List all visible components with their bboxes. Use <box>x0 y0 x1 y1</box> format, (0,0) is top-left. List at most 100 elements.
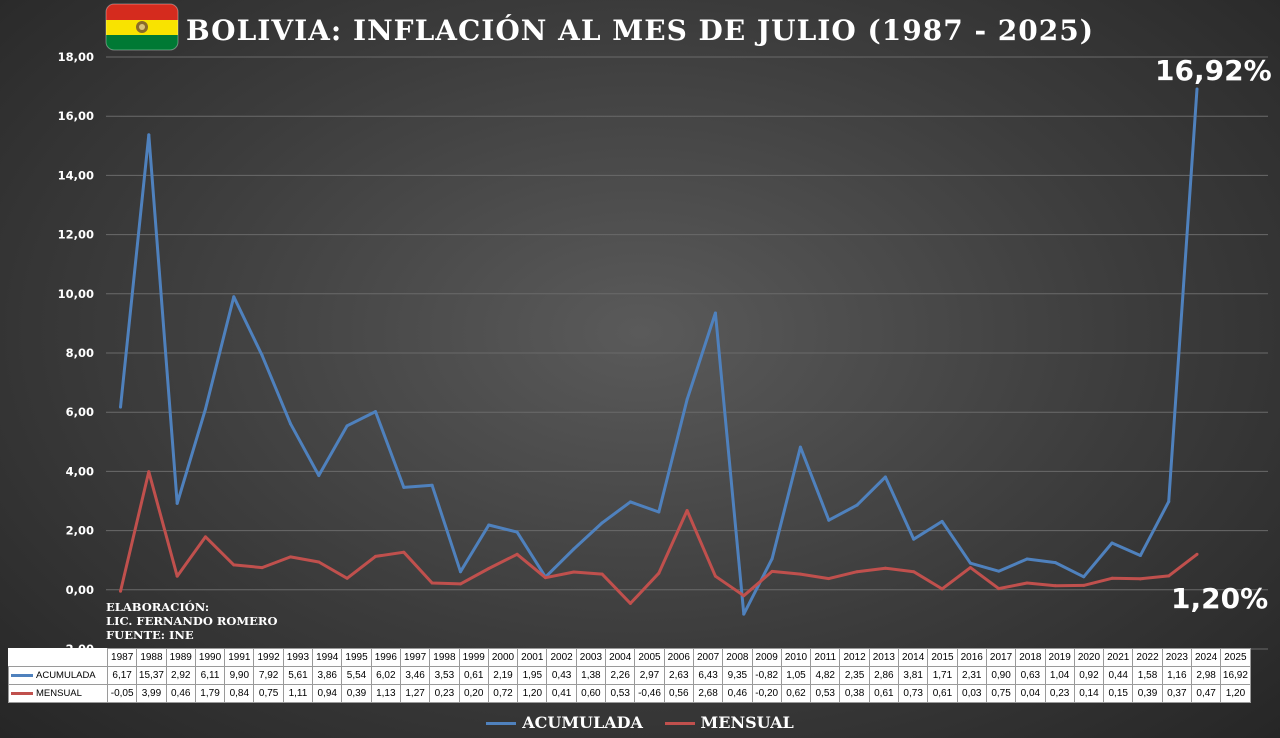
data-point-mensual <box>883 566 887 570</box>
data-point-acumulada <box>345 424 349 428</box>
y-tick-label: 0,00 <box>66 583 94 597</box>
table-value-cell: -0,05 <box>106 684 138 703</box>
data-point-mensual <box>288 555 292 559</box>
table-year-cell: 2010 <box>780 648 812 667</box>
table-year-cell: 2025 <box>1220 648 1251 667</box>
table-value-cell: 0,72 <box>487 684 519 703</box>
table-value-cell: 0,03 <box>956 684 987 703</box>
data-point-acumulada <box>940 519 944 523</box>
table-year-cell: 2013 <box>868 648 900 667</box>
y-axis-ticks: 18,00 16,00 14,00 12,00 10,00 8,00 6,00 4,00 2,0… <box>58 50 94 650</box>
table-year-cell: 2023 <box>1161 648 1192 667</box>
table-year-cell: 2006 <box>663 648 694 667</box>
data-point-acumulada <box>742 612 746 616</box>
table-year-cell: 2017 <box>985 648 1017 667</box>
data-point-acumulada <box>572 547 576 551</box>
mensual-final-callout: 1,20% <box>1171 582 1269 615</box>
data-point-acumulada <box>600 521 604 525</box>
series-lines <box>119 87 1199 616</box>
data-point-mensual <box>798 572 802 576</box>
table-value-cell: 16,92 <box>1220 666 1251 685</box>
table-value-cell: 0,56 <box>663 684 694 703</box>
table-value-cell: 2,26 <box>605 666 636 685</box>
data-point-acumulada <box>1138 553 1142 557</box>
data-point-mensual <box>402 550 406 554</box>
credit-author: LIC. FERNANDO ROMERO <box>106 614 278 628</box>
table-value-cell: 0,15 <box>1103 684 1134 703</box>
table-value-cell: 0,53 <box>605 684 636 703</box>
data-point-mensual <box>600 572 604 576</box>
table-year-cell: 1992 <box>253 648 284 667</box>
data-point-acumulada <box>883 475 887 479</box>
table-value-cell: -0,46 <box>634 684 665 703</box>
table-value-cell: -0,82 <box>751 666 782 685</box>
table-value-cell: 1,79 <box>194 684 226 703</box>
table-year-cell: 2008 <box>722 648 753 667</box>
y-tick-label: 10,00 <box>58 287 94 301</box>
data-point-acumulada <box>402 485 406 489</box>
table-value-cell: 3,46 <box>399 666 431 685</box>
data-point-mensual <box>742 594 746 598</box>
mensual-swatch <box>11 691 33 695</box>
legend-item-mensual: MENSUAL <box>664 713 794 732</box>
table-corner <box>9 649 108 667</box>
data-point-mensual <box>1110 576 1114 580</box>
data-point-mensual <box>912 570 916 574</box>
table-value-cell: 0,39 <box>341 684 372 703</box>
bolivia-flag-icon <box>105 3 179 51</box>
y-tick-label: 8,00 <box>66 346 94 360</box>
table-year-cell: 1997 <box>399 648 431 667</box>
table-value-cell: 2,86 <box>868 666 900 685</box>
table-value-cell: 0,63 <box>1015 666 1046 685</box>
data-point-mensual <box>203 535 207 539</box>
table-value-cell: 0,43 <box>546 666 577 685</box>
table-value-cell: 0,92 <box>1073 666 1105 685</box>
data-point-mensual <box>855 570 859 574</box>
y-tick-label: 2,00 <box>66 524 94 538</box>
data-point-mensual <box>487 566 491 570</box>
table-year-cell: 2011 <box>810 648 841 667</box>
table-year-cell: 2007 <box>692 648 724 667</box>
table-value-cell: 7,92 <box>253 666 284 685</box>
credit-source: FUENTE: INE <box>106 628 194 642</box>
data-point-acumulada <box>232 295 236 299</box>
table-row-label-mensual: MENSUAL <box>8 684 108 703</box>
table-value-cell: 0,23 <box>1044 684 1075 703</box>
table-value-cell: 3,53 <box>429 666 460 685</box>
table-value-cell: 1,16 <box>1161 666 1192 685</box>
data-point-acumulada <box>685 397 689 401</box>
data-point-mensual <box>572 570 576 574</box>
data-point-acumulada <box>1053 561 1057 565</box>
data-point-mensual <box>232 563 236 567</box>
data-point-acumulada <box>827 518 831 522</box>
table-value-cell: 0,61 <box>868 684 900 703</box>
table-value-cell: 0,23 <box>429 684 460 703</box>
table-value-cell: 1,71 <box>927 666 958 685</box>
acumulada-swatch <box>11 673 33 677</box>
series-line-acumulada <box>119 88 1199 616</box>
table-value-cell: 5,54 <box>341 666 372 685</box>
data-point-mensual <box>345 576 349 580</box>
line-chart: 18,00 16,00 14,00 12,00 10,00 8,00 6,00 4,00 2,0… <box>58 50 1268 650</box>
table-value-cell: 0,94 <box>312 684 343 703</box>
acumulada-final-callout: 16,92% <box>1155 54 1272 87</box>
table-value-cell: -0,20 <box>751 684 782 703</box>
table-year-cell: 2003 <box>575 648 607 667</box>
table-value-cell: 0,60 <box>575 684 607 703</box>
table-value-cell: 0,46 <box>722 684 753 703</box>
data-point-mensual <box>1167 574 1171 578</box>
table-year-cell: 2000 <box>487 648 519 667</box>
table-value-cell: 9,90 <box>224 666 255 685</box>
table-value-cell: 9,35 <box>722 666 753 685</box>
table-value-cell: 5,61 <box>282 666 314 685</box>
table-value-cell: 2,63 <box>663 666 694 685</box>
table-header-row: 1987 1988 1989 1990 1991 1992 1993 1994 1995 1996… <box>9 648 1251 667</box>
data-point-mensual <box>317 560 321 564</box>
data-point-acumulada <box>515 530 519 534</box>
table-year-cell: 1991 <box>224 648 255 667</box>
table-row-mensual: MENSUAL -0,05 3,99 0,46 1,79 0,84 0,75 1,11 0,9… <box>8 684 1251 703</box>
data-point-acumulada <box>1025 557 1029 561</box>
data-point-mensual <box>458 582 462 586</box>
data-point-mensual <box>713 574 717 578</box>
data-point-acumulada <box>203 407 207 411</box>
